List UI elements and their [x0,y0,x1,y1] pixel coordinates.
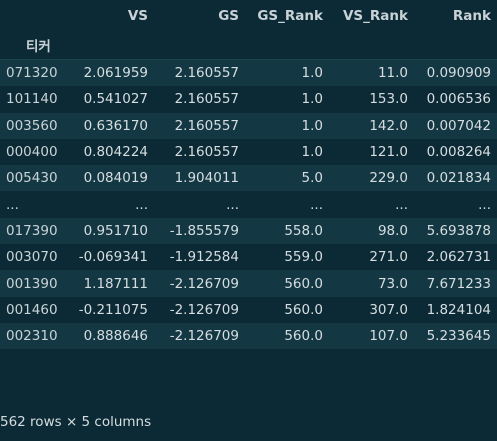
table-row: 017390 0.951710 -1.855579 558.0 98.0 5.693878 [0,217,497,245]
table-cell: 2.160557 [174,65,239,82]
table-cell: 5.0 [301,170,323,187]
table-cell: 2.062731 [426,249,491,266]
table-row: 101140 0.541027 2.160557 1.0 153.0 0.006536 [0,86,497,113]
table-row: 071320 2.061959 2.160557 1.0 11.0 0.090909 [0,59,497,87]
column-header-vs-rank: VS_Rank [342,7,408,24]
table-cell: 1.0 [301,117,323,134]
table-cell: 2.160557 [174,91,239,108]
row-index-cell: 017390 [6,222,58,239]
table-cell: 7.671233 [426,275,491,292]
table-cell: 1.824104 [426,301,491,318]
table-cell: 1.0 [301,65,323,82]
table-cell: -2.126709 [169,275,239,292]
table-cell: 560.0 [284,301,323,318]
table-cell: 98.0 [377,222,408,239]
row-index-cell: 000400 [6,144,58,161]
dataframe-output: VS GS GS_Rank VS_Rank Rank 티커 071320 2.06… [0,0,497,350]
table-cell: 2.061959 [83,65,148,82]
header-corner [0,0,66,31]
table-cell: 0.008264 [426,144,491,161]
table-cell: 559.0 [284,249,323,266]
row-index-cell: 071320 [6,65,58,82]
table-cell: 1.0 [301,91,323,108]
table-cell: 1.904011 [174,170,239,187]
table-cell: ... [478,196,491,213]
row-index-cell: 101140 [6,91,58,108]
table-cell: 2.160557 [174,117,239,134]
index-name-row: 티커 [0,31,497,60]
table-cell: 5.233645 [426,328,491,345]
column-header-row: VS GS GS_Rank VS_Rank Rank [0,0,497,31]
table-cell: 153.0 [369,91,408,108]
table-cell: 11.0 [377,65,408,82]
index-name-label: 티커 [0,31,66,60]
table-cell: 0.084019 [83,170,148,187]
row-index-cell: 003070 [6,249,58,266]
table-cell: -2.126709 [169,301,239,318]
row-index-cell: ... [6,196,19,213]
table-cell: 0.804224 [83,144,148,161]
table-cell: 1.0 [301,144,323,161]
table-row: 003560 0.636170 2.160557 1.0 142.0 0.007042 [0,112,497,139]
table-row: 003070 -0.069341 -1.912584 559.0 271.0 2.0627… [0,244,497,271]
dataframe-shape-summary: 562 rows × 5 columns [0,414,152,430]
table-cell: 0.636170 [83,117,148,134]
dataframe-table: VS GS GS_Rank VS_Rank Rank 티커 071320 2.06… [0,0,497,350]
row-index-cell: 001460 [6,301,58,318]
table-cell: 5.693878 [426,222,491,239]
table-cell: ... [395,196,408,213]
column-header-gs: GS [218,7,239,24]
table-cell: 2.160557 [174,144,239,161]
table-cell: 0.006536 [426,91,491,108]
row-index-cell: 001390 [6,275,58,292]
table-cell: ... [226,196,239,213]
row-index-cell: 003560 [6,117,58,134]
table-cell: 0.951710 [83,222,148,239]
column-header-rank: Rank [452,7,491,24]
table-cell: 0.021834 [426,170,491,187]
table-cell: 271.0 [369,249,408,266]
table-body: 071320 2.061959 2.160557 1.0 11.0 0.090909 101… [0,59,497,350]
table-row: 005430 0.084019 1.904011 5.0 229.0 0.021834 [0,165,497,192]
table-cell: ... [310,196,323,213]
table-cell: -0.211075 [78,301,148,318]
table-cell: 229.0 [369,170,408,187]
table-cell: 560.0 [284,328,323,345]
table-cell: -1.855579 [169,222,239,239]
row-index-cell: 002310 [6,328,58,345]
table-cell: 307.0 [369,301,408,318]
table-row: 001460 -0.211075 -2.126709 560.0 307.0 1.8241… [0,296,497,323]
table-cell: ... [135,196,148,213]
table-cell: 0.090909 [426,65,491,82]
column-header-vs: VS [127,7,148,24]
table-row: 002310 0.888646 -2.126709 560.0 107.0 5.23364… [0,322,497,350]
table-cell: 107.0 [369,328,408,345]
table-row: 001390 1.187111 -2.126709 560.0 73.0 7.671233 [0,270,497,297]
table-cell: -0.069341 [78,249,148,266]
table-row: 000400 0.804224 2.160557 1.0 121.0 0.008264 [0,138,497,166]
row-index-cell: 005430 [6,170,58,187]
column-header-gs-rank: GS_Rank [257,7,323,24]
table-cell: 0.541027 [83,91,148,108]
table-cell: -1.912584 [169,249,239,266]
table-cell: 0.007042 [426,117,491,134]
table-row: .................. [0,191,497,218]
table-cell: 121.0 [369,144,408,161]
table-cell: 73.0 [377,275,408,292]
table-cell: 1.187111 [83,275,148,292]
table-cell: 558.0 [284,222,323,239]
table-cell: -2.126709 [169,328,239,345]
table-cell: 560.0 [284,275,323,292]
table-cell: 142.0 [369,117,408,134]
table-cell: 0.888646 [83,328,148,345]
